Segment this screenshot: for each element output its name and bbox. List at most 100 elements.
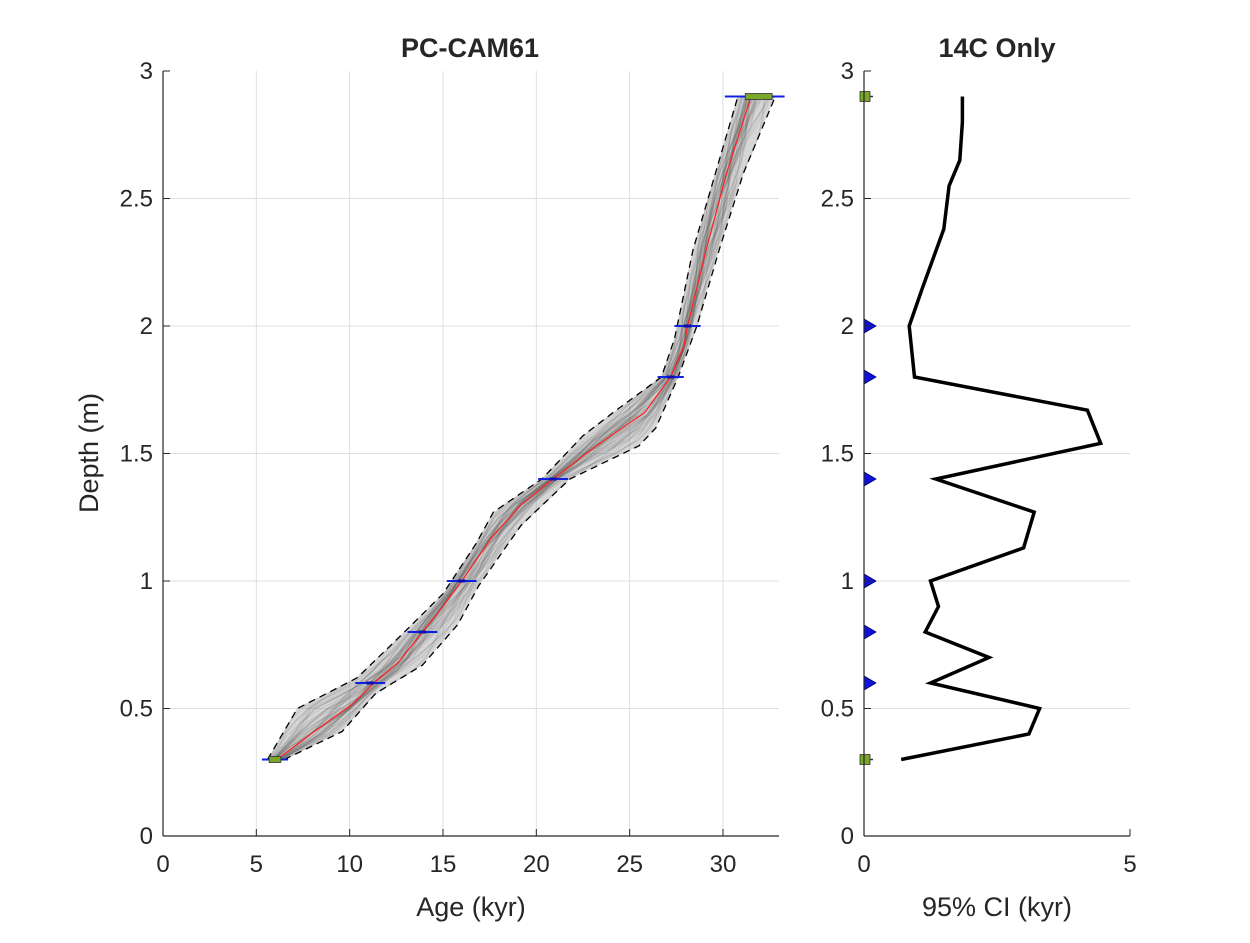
- ensemble-realization: [279, 96, 772, 760]
- right-y-tick-label: 3: [841, 58, 854, 85]
- ensemble-envelope: [267, 96, 776, 760]
- right-x-tick-label: 0: [857, 851, 870, 878]
- ensemble-realization: [277, 96, 764, 760]
- ensemble-realization: [272, 96, 751, 760]
- right-markers: [859, 91, 877, 765]
- ensemble-realization: [271, 96, 742, 760]
- left-x-tick-label: 30: [710, 851, 737, 878]
- right-y-tick-label: 1.5: [821, 441, 854, 468]
- left-date-markers: [261, 93, 785, 763]
- date-marker-green: [268, 756, 282, 763]
- ensemble-realization: [268, 96, 748, 760]
- right-y-tick-label: 2: [841, 313, 854, 340]
- left-x-tick-label: 15: [430, 851, 457, 878]
- blue-triangle-marker: [863, 471, 877, 487]
- right-axes: 0 5 0 0.5 1 1.5 2 2.5 3: [821, 58, 1137, 878]
- ensemble-realization: [273, 96, 754, 760]
- lower-bound-line: [266, 96, 739, 760]
- left-series: [266, 96, 776, 761]
- ensemble-realization: [273, 96, 756, 760]
- right-x-tick-label: 5: [1123, 851, 1136, 878]
- ensemble-realization: [280, 96, 766, 761]
- ensemble-realization: [282, 96, 761, 761]
- ensemble-realization: [267, 96, 747, 760]
- ensemble-realization: [281, 96, 771, 761]
- right-y-tick-label: 0: [841, 823, 854, 850]
- ensemble-realization: [278, 96, 751, 760]
- ensemble-realization: [278, 96, 761, 760]
- ensemble-realization: [274, 96, 758, 760]
- age-depth-panel: 0 5 10 15 20 25 30 0 0.5 1 1.5 2 2.5 3 PC-CAM61 Age (…: [74, 33, 785, 922]
- ensemble-realization: [278, 96, 769, 760]
- ensemble-realization: [281, 96, 756, 761]
- ensemble-realization: [279, 96, 751, 761]
- ensemble-realization: [268, 96, 748, 760]
- ensemble-realization: [273, 96, 750, 760]
- ensemble-realization: [270, 96, 747, 760]
- ensemble-realization: [273, 96, 750, 760]
- ensemble-realization: [274, 96, 759, 760]
- ensemble-realization: [273, 96, 751, 760]
- ensemble-realization: [273, 96, 757, 760]
- left-x-tick-label: 10: [336, 851, 363, 878]
- green-square-marker: [859, 91, 871, 102]
- left-y-tick-label: 2: [140, 313, 153, 340]
- median-line: [276, 96, 752, 760]
- blue-triangle-marker: [863, 675, 877, 691]
- ensemble-realization: [273, 96, 748, 760]
- ensemble-realization: [272, 96, 752, 760]
- left-y-tick-label: 0.5: [120, 696, 153, 723]
- ensemble-realization: [280, 96, 752, 761]
- ensemble-realization: [272, 96, 753, 760]
- ensemble-realization: [277, 96, 747, 761]
- ensemble-realization: [272, 96, 753, 760]
- ci-panel: 0 5 0 0.5 1 1.5 2 2.5 3 14C Only 95% CI (kyr): [821, 33, 1137, 922]
- right-series: [900, 96, 1104, 762]
- left-y-tick-label: 0: [140, 823, 153, 850]
- ensemble-realization: [275, 96, 743, 760]
- ci-profile-line: [900, 96, 1104, 762]
- ensemble-realization: [281, 96, 771, 761]
- left-y-tick-label: 1.5: [120, 441, 153, 468]
- ensemble-realization: [275, 96, 747, 761]
- ensemble-realization: [279, 96, 753, 761]
- ensemble-realization: [282, 96, 758, 761]
- green-square-marker: [859, 754, 871, 765]
- ensemble-realization: [273, 96, 743, 760]
- left-x-tick-label: 0: [156, 851, 169, 878]
- left-y-tick-label: 1: [140, 568, 153, 595]
- ensemble-realization: [279, 96, 750, 761]
- left-ensemble-band: [267, 96, 776, 761]
- left-y-tick-label: 2.5: [120, 186, 153, 213]
- left-x-axis-label: Age (kyr): [416, 892, 526, 922]
- left-chart-title: PC-CAM61: [401, 33, 539, 63]
- upper-bound-line: [284, 96, 776, 761]
- ensemble-realization: [272, 96, 755, 760]
- ensemble-realization: [268, 96, 739, 760]
- left-x-tick-label: 25: [616, 851, 643, 878]
- ensemble-realization: [281, 96, 759, 761]
- left-grid: [163, 71, 779, 836]
- right-chart-title: 14C Only: [938, 33, 1055, 63]
- ensemble-realization: [270, 96, 748, 760]
- blue-triangle-marker: [863, 369, 877, 385]
- left-y-axis-label: Depth (m): [74, 393, 104, 513]
- right-y-tick-label: 1: [841, 568, 854, 595]
- ensemble-realization: [279, 96, 752, 761]
- left-x-tick-label: 20: [523, 851, 550, 878]
- ensemble-realization: [278, 96, 748, 761]
- ensemble-realization: [279, 96, 765, 761]
- right-y-tick-label: 0.5: [821, 696, 854, 723]
- left-axes: 0 5 10 15 20 25 30 0 0.5 1 1.5 2 2.5 3: [120, 58, 779, 878]
- ensemble-realization: [269, 96, 750, 760]
- left-y-tick-label: 3: [140, 58, 153, 85]
- ensemble-realization: [277, 96, 751, 761]
- blue-triangle-marker: [863, 624, 877, 640]
- ensemble-realization: [280, 96, 763, 761]
- ensemble-realization: [270, 96, 745, 760]
- ensemble-realization: [274, 96, 756, 760]
- ensemble-realization: [275, 96, 744, 760]
- ensemble-realization: [277, 96, 751, 761]
